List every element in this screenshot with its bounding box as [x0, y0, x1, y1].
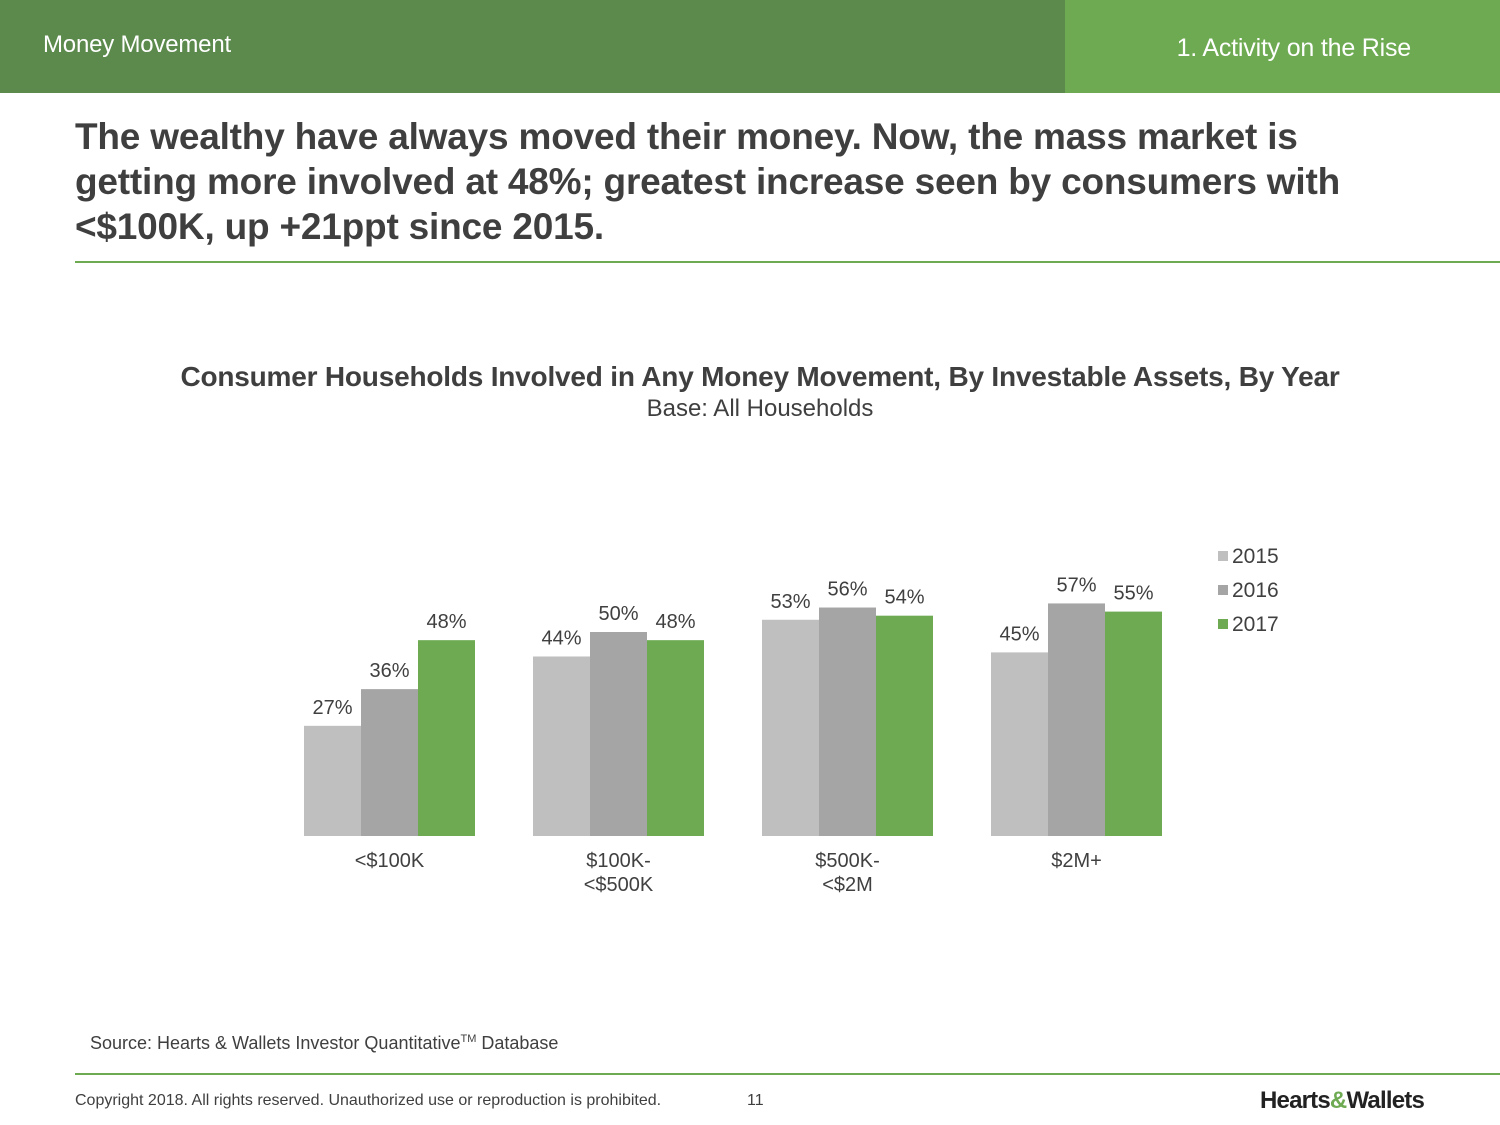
logo-wallets: Wallets — [1346, 1087, 1424, 1114]
headline: The wealthy have always moved their mone… — [75, 116, 1340, 247]
bar — [1048, 603, 1105, 836]
header-step-panel — [1065, 0, 1500, 93]
legend-swatch — [1218, 551, 1228, 561]
category-label: $100K- — [586, 850, 651, 872]
bar — [647, 640, 704, 836]
data-label: 50% — [598, 603, 638, 625]
data-label: 48% — [655, 611, 695, 633]
bar — [819, 607, 876, 836]
logo-hearts: Hearts — [1259, 1087, 1331, 1114]
legend-label: 2015 — [1232, 545, 1279, 568]
bar — [590, 632, 647, 836]
headline-divider — [75, 261, 1500, 263]
data-label: 57% — [1056, 574, 1096, 596]
bar — [876, 615, 933, 836]
category-label: $2M+ — [1051, 850, 1102, 872]
chart-title: Consumer Households Involved in Any Mone… — [180, 361, 1340, 392]
legend-swatch — [1218, 585, 1228, 595]
logo-ampersand: & — [1329, 1087, 1347, 1114]
copyright-notice: Copyright 2018. All rights reserved. Una… — [75, 1092, 662, 1109]
bar — [991, 652, 1048, 836]
legend-label: 2017 — [1232, 613, 1279, 636]
source-text: Source: Hearts & Wallets Investor Quanti… — [90, 1033, 461, 1053]
bar — [361, 689, 418, 836]
category-label: <$2M — [822, 874, 873, 896]
category-label: <$100K — [355, 850, 425, 872]
header-bar — [0, 0, 1065, 93]
source-note: Source: Hearts & Wallets Investor Quanti… — [90, 1033, 558, 1054]
data-label: 44% — [541, 627, 581, 649]
source-suffix: Database — [476, 1033, 559, 1053]
footer-divider — [75, 1073, 1500, 1075]
data-label: 53% — [770, 591, 810, 613]
hearts-wallets-logo: Hearts&Wallets — [1259, 1087, 1425, 1115]
bar — [1105, 611, 1162, 836]
page-number: 11 — [747, 1092, 764, 1109]
bar — [304, 725, 361, 836]
bar — [533, 656, 590, 836]
section-name: Money Movement — [43, 31, 231, 58]
data-label: 45% — [999, 623, 1039, 645]
trademark-superscript: TM — [460, 1033, 477, 1045]
data-label: 54% — [884, 587, 924, 609]
section-step: 1. Activity on the Rise — [1176, 34, 1412, 62]
data-label: 55% — [1113, 583, 1153, 605]
data-label: 36% — [369, 660, 409, 682]
data-label: 48% — [426, 611, 466, 633]
category-label: $500K- — [815, 850, 880, 872]
chart-subtitle: Base: All Households — [646, 395, 874, 422]
legend-label: 2016 — [1232, 579, 1279, 602]
legend-swatch — [1218, 619, 1228, 629]
bar — [762, 619, 819, 836]
category-label: <$500K — [584, 874, 654, 896]
data-label: 56% — [827, 579, 867, 601]
data-label: 27% — [312, 697, 352, 719]
bar — [418, 640, 475, 836]
